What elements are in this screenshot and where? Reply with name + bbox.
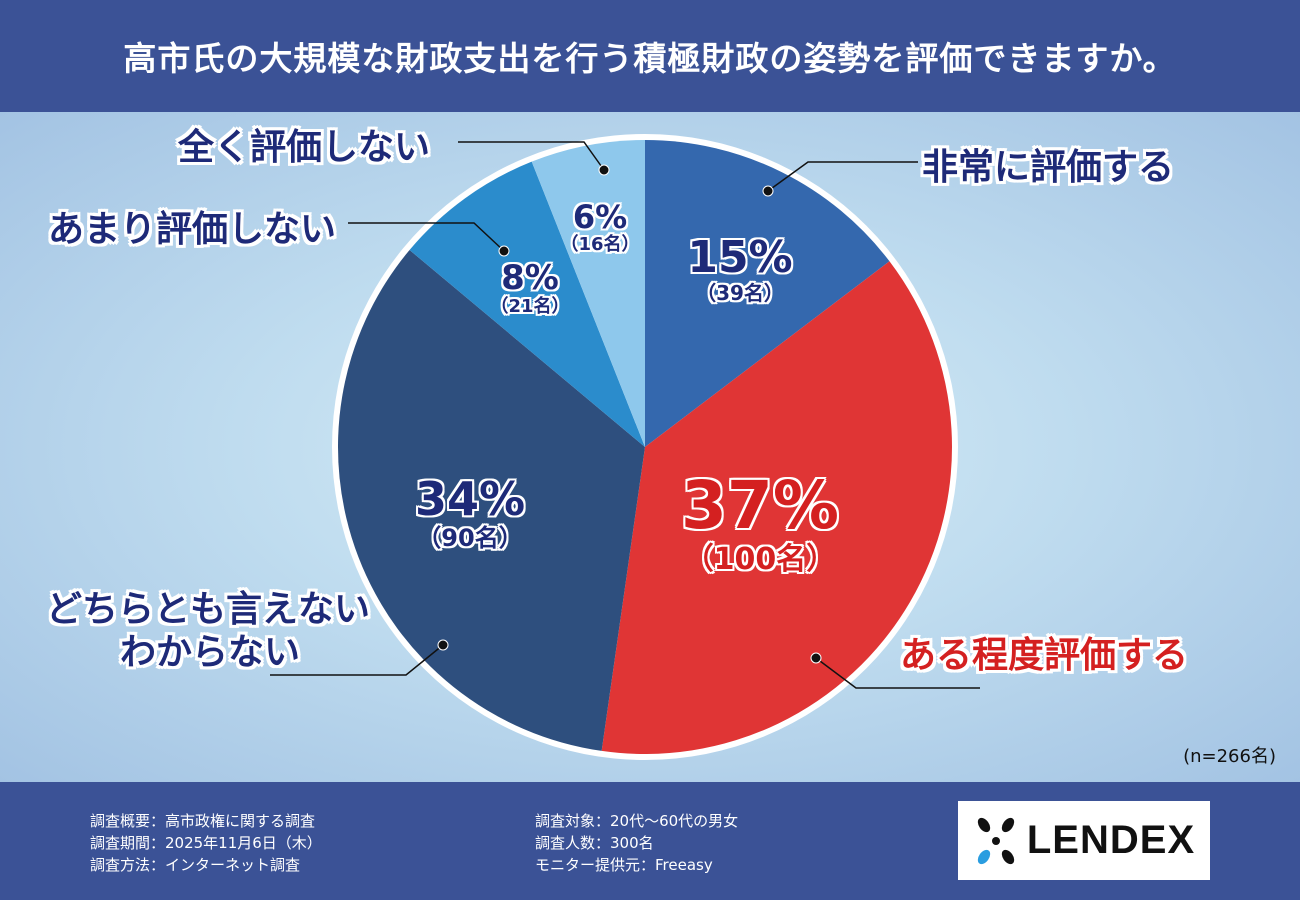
logo-text: LENDEX [1026,818,1196,862]
data-label-pct: 34% [414,472,526,526]
slice-label-0: 15% （39名） [680,232,800,306]
leader-line-2 [815,657,980,689]
category-label-0: 非常に評価する [922,147,1175,188]
footer: 調査概要：高市政権に関する調査 調査期間：2025年11月6日（木） 調査方法：… [0,782,1300,900]
slice-label-2: 34% （90名） [400,474,540,551]
leader-dot [598,164,610,176]
category-label-2-line1: どちらとも言えない [45,589,370,630]
monitor-provider: モニター提供元：Freeasy [535,856,713,874]
survey-period: 調査期間：2025年11月6日（木） [90,834,322,852]
chart-area: 15% （39名） 37% （100名） 34% （90名） 8% （21名） … [0,112,1300,782]
leader-dots [437,164,822,664]
leader-line-5 [458,141,605,171]
leader-dot [498,245,510,257]
data-label-count: （90名） [417,523,523,552]
leader-line-3 [270,644,444,676]
data-label-pct: 8% [501,258,559,298]
pie-slice-1 [601,261,952,754]
data-label-count: （100名） [683,541,837,577]
footer-right: 調査対象：20代〜60代の男女 調査人数：300名 モニター提供元：Freeas… [535,810,738,876]
survey-summary: 調査概要：高市政権に関する調査 [90,812,316,830]
leader-dot [810,652,822,664]
pie-chart [270,134,980,760]
data-label-pct: 15% [687,232,793,283]
category-label-2: どちらとも言えない わからない [40,588,370,674]
data-label-count: （16名） [560,234,640,256]
data-label-count: （39名） [696,281,784,306]
footer-left: 調査概要：高市政権に関する調査 調査期間：2025年11月6日（木） 調査方法：… [90,810,322,876]
leader-line-4 [348,222,505,252]
data-label-count: （21名） [490,296,570,318]
pie-slice-2 [337,249,645,751]
category-label-1: ある程度評価する [900,635,1189,676]
sample-size: (n=266名) [1183,746,1276,767]
slice-label-4: 6% （16名） [550,198,650,256]
leader-dot [762,185,774,197]
survey-count: 調査人数：300名 [535,834,654,852]
leader-dot [437,639,449,651]
pie-slice-4 [531,140,645,447]
category-label-3: あまり評価しない [48,209,337,250]
category-label-2-line2: わからない [119,632,300,674]
logo-mark-icon [977,817,1015,864]
category-label-4: 全く評価しない [178,127,431,168]
data-label-pct: 6% [572,198,628,236]
chart-title: 高市氏の大規模な財政支出を行う積極財政の姿勢を評価できますか。 [0,0,1300,112]
data-label-pct: 37% [681,467,839,544]
slice-label-1: 37% （100名） [660,467,860,577]
slice-label-3: 8% （21名） [480,258,580,318]
pie-slice-3 [409,161,645,447]
lendex-logo: LENDEX [958,801,1210,880]
leader-lines [270,141,980,689]
survey-method: 調査方法：インターネット調査 [90,856,301,874]
leader-line-1 [767,161,918,192]
survey-target: 調査対象：20代〜60代の男女 [535,812,739,830]
pie-slice-0 [645,140,890,447]
